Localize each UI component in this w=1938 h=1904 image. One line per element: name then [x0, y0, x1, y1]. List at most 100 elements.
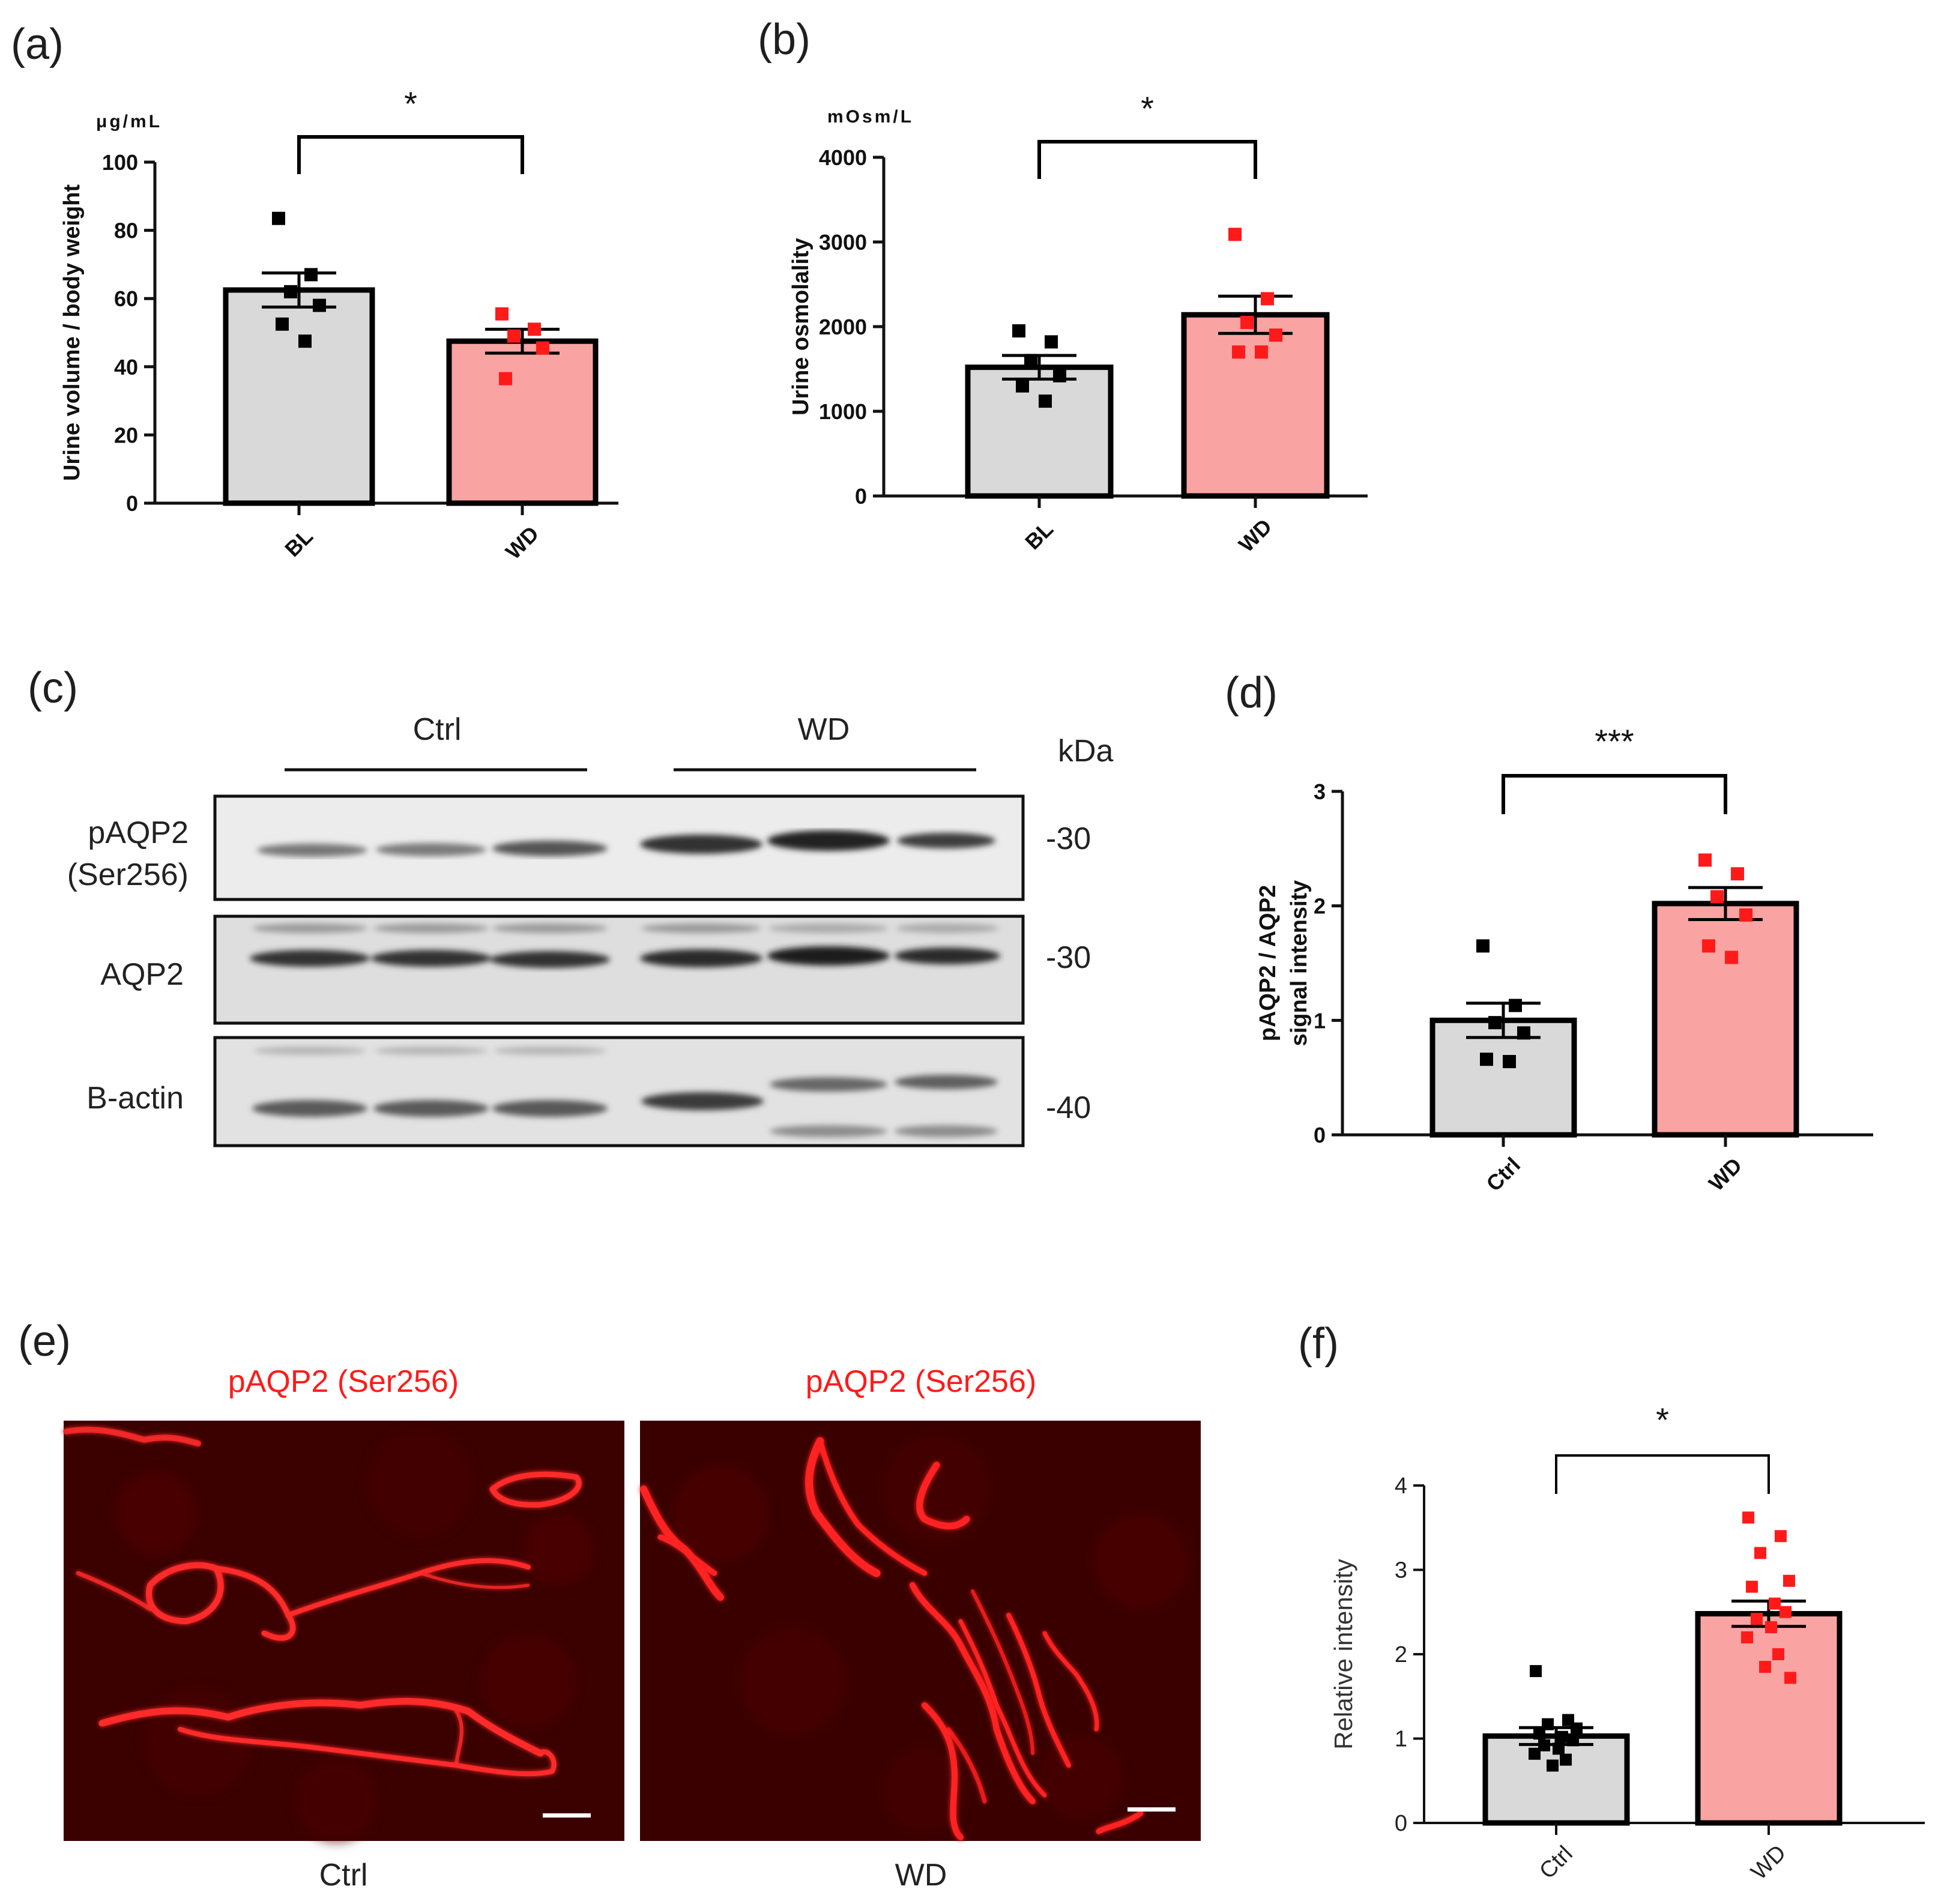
panel-letter-c: (c)	[28, 664, 78, 712]
data-point-wd	[1710, 890, 1724, 904]
bar-wd	[1695, 1611, 1843, 1826]
data-point-wd	[1739, 908, 1752, 922]
data-point-bl	[1024, 354, 1037, 367]
significance-bracket	[1037, 140, 1257, 179]
scale-bar-wd	[1127, 1807, 1176, 1812]
data-point-ctrl	[1567, 1734, 1579, 1747]
data-point-ctrl	[1533, 1727, 1545, 1740]
y-tick-label: 4000	[819, 145, 867, 170]
data-point-wd	[1783, 1574, 1795, 1587]
y-tick-label: 100	[102, 150, 138, 175]
y-tick-label: 0	[126, 491, 138, 516]
blot-strip-paqp2	[213, 794, 1025, 901]
y-tick-label: 0	[1314, 1123, 1326, 1147]
data-point-wd	[1269, 328, 1282, 342]
x-tick-label-wd: WD	[1704, 1153, 1746, 1195]
y-tick-label: 1	[1314, 1008, 1326, 1033]
x-tick-label-wd: WD	[501, 521, 543, 564]
data-point-wd	[536, 341, 549, 355]
y-axis-title: Urine volume / body weight	[59, 184, 85, 481]
data-point-wd	[1240, 315, 1254, 329]
y-tick-label: 4	[1395, 1473, 1407, 1499]
y-tick-label: 40	[114, 355, 138, 379]
bar-wd	[446, 338, 599, 506]
data-point-wd	[499, 372, 512, 385]
if-title-ctrl: pAQP2 (Ser256)	[228, 1364, 459, 1399]
data-point-wd	[1784, 1672, 1796, 1684]
chart-paqp2-ratio: 0 1 2 3 Ctrl WD *** pAQP2 / AQP2 signal intensit…	[1255, 722, 1873, 1196]
data-point-wd	[1742, 1511, 1754, 1524]
data-point-wd	[528, 322, 541, 336]
data-point-ctrl	[1553, 1742, 1565, 1755]
data-point-bl	[1012, 324, 1025, 338]
panel-letter-a: (a)	[11, 20, 64, 68]
data-point-bl	[272, 211, 285, 225]
y-axis-title-line2: signal intensity	[1287, 880, 1312, 1047]
y-axis-unit: μg/mL	[96, 112, 162, 131]
y-tick-label: 0	[1395, 1811, 1407, 1836]
data-point-ctrl	[1560, 1753, 1572, 1766]
data-point-wd	[1775, 1530, 1787, 1543]
blot-kda-paqp2: -30	[1046, 821, 1091, 856]
significance-marker: *	[404, 85, 417, 122]
data-point-bl	[276, 317, 289, 331]
x-tick-label-wd: WD	[1746, 1840, 1791, 1885]
significance-bracket	[297, 135, 524, 174]
data-point-wd	[1255, 345, 1268, 359]
bar-wd	[1652, 901, 1799, 1138]
data-point-wd	[1731, 867, 1744, 881]
if-caption-wd: WD	[895, 1858, 947, 1893]
y-tick-label: 0	[855, 484, 867, 509]
data-point-wd	[1725, 950, 1738, 964]
y-tick-label: 3000	[819, 230, 867, 255]
scale-bar-ctrl	[543, 1813, 591, 1818]
x-tick-label-wd: WD	[1234, 514, 1276, 557]
data-point-ctrl	[1556, 1730, 1568, 1743]
chart-urine-osmolality: 0 1000 2000 3000 4000 BL WD * Urine osmolality mO…	[788, 89, 1368, 557]
data-point-ctrl	[1530, 1665, 1542, 1678]
data-point-ctrl	[1488, 1016, 1502, 1030]
data-point-wd	[507, 329, 521, 343]
data-point-wd	[1232, 345, 1245, 359]
if-image-wd	[640, 1421, 1201, 1841]
y-tick-label: 1000	[819, 399, 867, 424]
y-tick-label: 2	[1395, 1642, 1407, 1667]
x-tick-label-ctrl: Ctrl	[1481, 1152, 1525, 1196]
significance-bracket	[1555, 1454, 1770, 1494]
data-point-wd	[1780, 1606, 1792, 1618]
data-point-ctrl	[1509, 999, 1522, 1012]
y-axis-title-line1: pAQP2 / AQP2	[1255, 885, 1281, 1041]
bar-wd	[1181, 312, 1330, 499]
data-point-wd	[1702, 939, 1715, 953]
significance-marker: *	[1656, 1401, 1669, 1439]
blot-strip-aqp2	[213, 914, 1025, 1025]
data-point-ctrl	[1480, 1053, 1493, 1066]
y-axis-unit: mOsm/L	[827, 107, 914, 127]
data-point-ctrl	[1517, 1026, 1530, 1040]
if-title-wd: pAQP2 (Ser256)	[806, 1364, 1036, 1399]
y-tick-label: 20	[114, 423, 138, 447]
data-point-bl	[1016, 379, 1029, 393]
data-point-ctrl	[1547, 1759, 1559, 1772]
data-point-wd	[1759, 1661, 1771, 1673]
western-blot: Ctrl WD kDa pAQP2 (Ser256) AQP2 B-actin …	[67, 712, 1114, 1147]
data-point-bl	[1053, 369, 1066, 382]
y-tick-label: 3	[1395, 1558, 1407, 1583]
y-tick-label: 2	[1314, 894, 1326, 919]
chart-relative-intensity: 0 1 2 3 4 Ctrl WD * Relative intensity	[1329, 1401, 1925, 1885]
chart-urine-volume: 0 20 40 60 80 100 BL WD * Urine volume / body wei…	[59, 85, 618, 564]
data-point-ctrl	[1571, 1722, 1583, 1735]
y-axis-title: Relative intensity	[1329, 1559, 1357, 1749]
blot-label-paqp2: pAQP2	[88, 815, 189, 850]
blot-group-ctrl: Ctrl	[413, 712, 462, 747]
data-point-bl	[304, 268, 318, 282]
data-point-wd	[1741, 1631, 1753, 1643]
blot-label-ser256: (Ser256)	[67, 857, 189, 892]
y-tick-label: 3	[1314, 779, 1326, 804]
data-point-bl	[1045, 335, 1058, 349]
blot-kda-header: kDa	[1058, 734, 1114, 769]
data-point-ctrl	[1476, 939, 1490, 953]
data-point-wd	[495, 307, 509, 321]
if-image-ctrl	[63, 1421, 624, 1843]
